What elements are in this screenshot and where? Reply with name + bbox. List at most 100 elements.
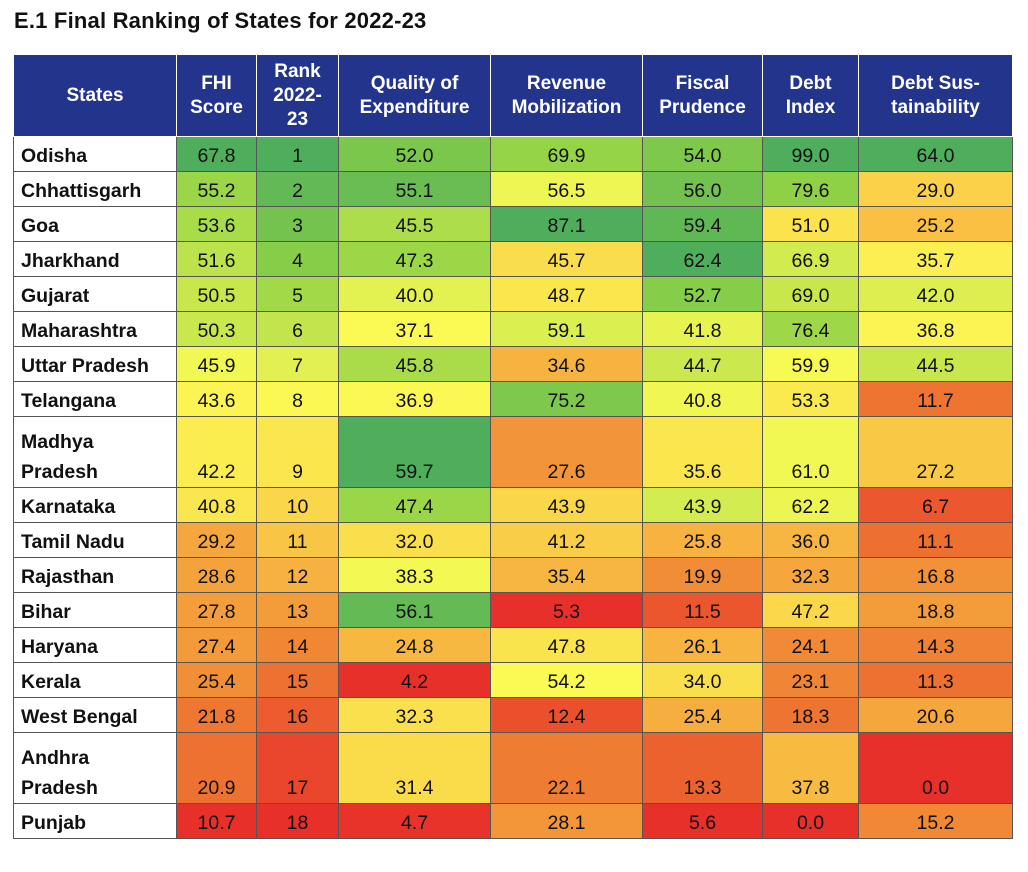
value-cell: 0.0 <box>858 732 1013 804</box>
value-cell: 19.9 <box>642 557 763 593</box>
value-cell: 29.0 <box>858 171 1013 207</box>
value-cell: 52.0 <box>338 136 491 172</box>
state-name: Kerala <box>13 662 177 698</box>
value-cell: 2 <box>256 171 339 207</box>
value-cell: 18 <box>256 803 339 839</box>
state-name: Tamil Nadu <box>13 522 177 558</box>
value-cell: 55.1 <box>338 171 491 207</box>
table-row: Chhattisgarh 55.2 2 55.1 56.5 56.0 79.6 29.0 <box>13 171 1013 207</box>
value-cell: 53.3 <box>762 381 859 417</box>
value-cell: 17 <box>256 732 339 804</box>
value-cell: 38.3 <box>338 557 491 593</box>
value-cell: 56.0 <box>642 171 763 207</box>
value-cell: 18.8 <box>858 592 1013 628</box>
value-cell: 99.0 <box>762 136 859 172</box>
value-cell: 25.2 <box>858 206 1013 242</box>
value-cell: 11.7 <box>858 381 1013 417</box>
value-cell: 27.8 <box>176 592 257 628</box>
value-cell: 47.8 <box>490 627 643 663</box>
value-cell: 56.1 <box>338 592 491 628</box>
value-cell: 40.8 <box>642 381 763 417</box>
state-name: Bihar <box>13 592 177 628</box>
value-cell: 15 <box>256 662 339 698</box>
value-cell: 13 <box>256 592 339 628</box>
table-row: Kerala 25.4 15 4.2 54.2 34.0 23.1 11.3 <box>13 662 1013 698</box>
value-cell: 5.3 <box>490 592 643 628</box>
table-row: Bihar 27.8 13 56.1 5.3 11.5 47.2 18.8 <box>13 592 1013 628</box>
state-name: Haryana <box>13 627 177 663</box>
value-cell: 27.2 <box>858 416 1013 488</box>
value-cell: 64.0 <box>858 136 1013 172</box>
value-cell: 12.4 <box>490 697 643 733</box>
value-cell: 10.7 <box>176 803 257 839</box>
table-row: Karnataka 40.8 10 47.4 43.9 43.9 62.2 6.7 <box>13 487 1013 523</box>
value-cell: 7 <box>256 346 339 382</box>
value-cell: 24.1 <box>762 627 859 663</box>
value-cell: 52.7 <box>642 276 763 312</box>
value-cell: 61.0 <box>762 416 859 488</box>
value-cell: 13.3 <box>642 732 763 804</box>
value-cell: 29.2 <box>176 522 257 558</box>
state-name: Gujarat <box>13 276 177 312</box>
value-cell: 16.8 <box>858 557 1013 593</box>
table-row: West Bengal 21.8 16 32.3 12.4 25.4 18.3 20.6 <box>13 697 1013 733</box>
value-cell: 62.2 <box>762 487 859 523</box>
value-cell: 50.5 <box>176 276 257 312</box>
state-name: Rajasthan <box>13 557 177 593</box>
value-cell: 36.9 <box>338 381 491 417</box>
value-cell: 25.4 <box>176 662 257 698</box>
table-row: Rajasthan 28.6 12 38.3 35.4 19.9 32.3 16.8 <box>13 557 1013 593</box>
value-cell: 20.6 <box>858 697 1013 733</box>
value-cell: 27.4 <box>176 627 257 663</box>
value-cell: 1 <box>256 136 339 172</box>
value-cell: 35.7 <box>858 241 1013 277</box>
state-name: Madhya Pradesh <box>13 416 177 488</box>
state-name: West Bengal <box>13 697 177 733</box>
column-header-2: Rank 2022- 23 <box>256 54 339 137</box>
state-name: Chhattisgarh <box>13 171 177 207</box>
value-cell: 87.1 <box>490 206 643 242</box>
value-cell: 53.6 <box>176 206 257 242</box>
state-name: Telangana <box>13 381 177 417</box>
value-cell: 45.7 <box>490 241 643 277</box>
value-cell: 15.2 <box>858 803 1013 839</box>
table-row: Madhya Pradesh 42.2 9 59.7 27.6 35.6 61.0 27.2 <box>13 416 1013 488</box>
value-cell: 28.6 <box>176 557 257 593</box>
value-cell: 76.4 <box>762 311 859 347</box>
value-cell: 5.6 <box>642 803 763 839</box>
table-row: Gujarat 50.5 5 40.0 48.7 52.7 69.0 42.0 <box>13 276 1013 312</box>
value-cell: 20.9 <box>176 732 257 804</box>
table-row: Tamil Nadu 29.2 11 32.0 41.2 25.8 36.0 11.1 <box>13 522 1013 558</box>
column-header-5: Fiscal Prudence <box>642 54 763 137</box>
value-cell: 16 <box>256 697 339 733</box>
value-cell: 40.0 <box>338 276 491 312</box>
value-cell: 44.5 <box>858 346 1013 382</box>
value-cell: 8 <box>256 381 339 417</box>
value-cell: 48.7 <box>490 276 643 312</box>
value-cell: 43.9 <box>490 487 643 523</box>
value-cell: 59.9 <box>762 346 859 382</box>
value-cell: 27.6 <box>490 416 643 488</box>
table-row: Andhra Pradesh 20.9 17 31.4 22.1 13.3 37.8 0.0 <box>13 732 1013 804</box>
value-cell: 66.9 <box>762 241 859 277</box>
value-cell: 43.9 <box>642 487 763 523</box>
value-cell: 32.3 <box>338 697 491 733</box>
state-name: Jharkhand <box>13 241 177 277</box>
value-cell: 6.7 <box>858 487 1013 523</box>
value-cell: 34.6 <box>490 346 643 382</box>
value-cell: 21.8 <box>176 697 257 733</box>
value-cell: 32.0 <box>338 522 491 558</box>
value-cell: 47.3 <box>338 241 491 277</box>
state-name: Andhra Pradesh <box>13 732 177 804</box>
table-row: Punjab 10.7 18 4.7 28.1 5.6 0.0 15.2 <box>13 803 1013 839</box>
value-cell: 79.6 <box>762 171 859 207</box>
state-name: Punjab <box>13 803 177 839</box>
value-cell: 24.8 <box>338 627 491 663</box>
value-cell: 26.1 <box>642 627 763 663</box>
value-cell: 12 <box>256 557 339 593</box>
table-body: Odisha 67.8 1 52.0 69.9 54.0 99.0 64.0 Chhattisg… <box>13 136 1013 839</box>
column-header-6: Debt Index <box>762 54 859 137</box>
value-cell: 36.8 <box>858 311 1013 347</box>
value-cell: 11 <box>256 522 339 558</box>
state-name: Goa <box>13 206 177 242</box>
